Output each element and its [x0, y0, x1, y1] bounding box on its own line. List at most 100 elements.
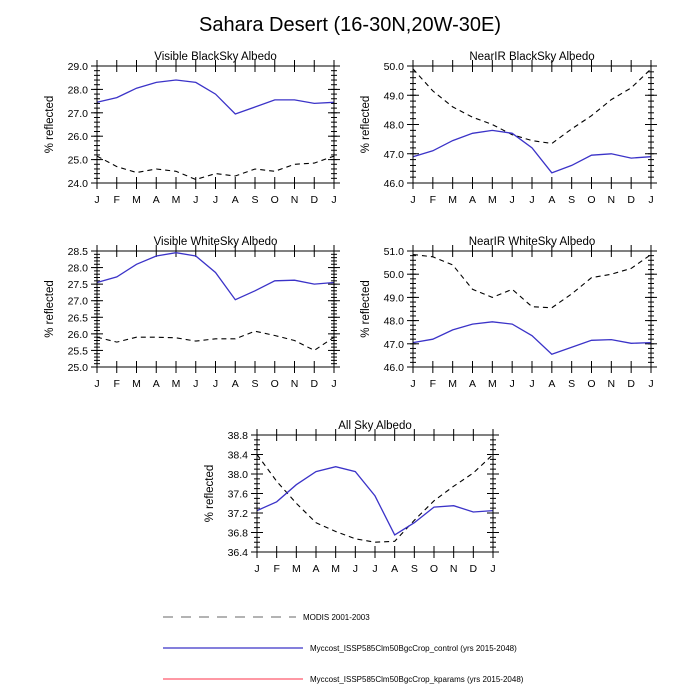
y-tick-label: 38.0 [228, 469, 249, 481]
y-tick-label: 26.5 [68, 312, 89, 324]
y-tick-label: 38.4 [228, 450, 249, 462]
x-tick-label: O [271, 194, 279, 206]
modis-series-line [412, 68, 652, 145]
x-tick-label: M [172, 194, 181, 206]
y-tick-label: 48.0 [384, 120, 405, 132]
y-tick-label: 36.8 [228, 528, 249, 540]
x-tick-label: D [627, 378, 635, 390]
x-tick-label: F [114, 194, 120, 206]
x-tick-label: F [430, 378, 436, 390]
plot-frame [256, 434, 494, 553]
plot-frame [412, 65, 652, 184]
y-tick-label: 46.0 [384, 178, 405, 190]
control-series-line [412, 129, 652, 174]
y-tick-label: 28.0 [68, 263, 89, 275]
y-tick-label: 25.5 [68, 345, 89, 357]
x-tick-label: J [353, 563, 358, 575]
x-tick-label: A [153, 194, 160, 206]
x-tick-label: A [391, 563, 398, 575]
y-axis-label: % reflected [360, 96, 372, 154]
x-tick-label: M [331, 563, 340, 575]
y-tick-label: 26.0 [68, 329, 89, 341]
x-tick-label: J [372, 563, 377, 575]
x-tick-label: F [430, 194, 436, 206]
y-tick-label: 26.0 [68, 131, 89, 143]
x-tick-label: M [448, 378, 457, 390]
chart-panel-1: Visible BlackSky Albedo % reflected 24.0 25… [44, 51, 340, 206]
chart-panel-4: NearIR WhiteSky Albedo % reflected 46.0 47.… [360, 236, 657, 390]
legend-label: Myccost_ISSP585Clm50BgcCrop_kparams (yrs… [310, 675, 524, 684]
x-tick-label: J [490, 563, 495, 575]
control-series-line [256, 466, 494, 536]
x-tick-label: J [510, 194, 515, 206]
x-tick-label: J [331, 194, 336, 206]
control-series-line [96, 79, 335, 115]
x-tick-label: F [273, 563, 279, 575]
x-tick-label: S [411, 563, 418, 575]
x-tick-label: M [132, 194, 141, 206]
modis-series-line [96, 330, 335, 352]
legend-label: Myccost_ISSP585Clm50BgcCrop_control (yrs… [310, 644, 517, 653]
x-tick-label: J [213, 378, 218, 390]
x-tick-label: J [410, 378, 415, 390]
modis-series-line [256, 454, 494, 543]
chart-panel-3: Visible WhiteSky Albedo % reflected 25.0 25… [44, 236, 340, 390]
x-tick-label: J [94, 194, 99, 206]
legend: MODIS 2001-2003 Myccost_ISSP585Clm50BgcCr… [163, 613, 524, 684]
chart-panel-2: NearIR BlackSky Albedo % reflected 46.0 47.… [360, 51, 657, 206]
panel-title: Visible BlackSky Albedo [154, 51, 277, 63]
x-tick-label: M [292, 563, 301, 575]
x-tick-label: S [251, 378, 258, 390]
y-tick-label: 50.0 [384, 61, 405, 73]
x-tick-label: O [430, 563, 438, 575]
x-tick-label: D [310, 378, 318, 390]
x-tick-label: M [488, 378, 497, 390]
panels: Visible BlackSky Albedo % reflected 24.0 25… [44, 51, 657, 575]
x-tick-label: M [488, 194, 497, 206]
x-tick-label: D [470, 563, 478, 575]
y-tick-label: 25.0 [68, 362, 89, 374]
panel-title: All Sky Albedo [338, 420, 412, 432]
x-tick-label: D [310, 194, 318, 206]
y-axis-label: % reflected [44, 280, 56, 338]
y-tick-label: 47.0 [384, 339, 405, 351]
legend-item: Myccost_ISSP585Clm50BgcCrop_kparams (yrs… [163, 675, 524, 684]
x-tick-label: J [410, 194, 415, 206]
x-tick-label: S [568, 194, 575, 206]
x-tick-label: N [608, 194, 616, 206]
x-tick-label: M [448, 194, 457, 206]
y-tick-label: 28.0 [68, 84, 89, 96]
y-axis-label: % reflected [204, 465, 216, 523]
x-tick-label: S [251, 194, 258, 206]
modis-series-line [96, 155, 335, 181]
plot-frame [96, 65, 335, 184]
x-tick-label: J [529, 194, 534, 206]
x-tick-label: O [587, 378, 595, 390]
legend-item: MODIS 2001-2003 [163, 613, 370, 622]
x-tick-label: J [648, 378, 653, 390]
y-axis-label: % reflected [44, 96, 56, 154]
x-tick-label: N [291, 194, 299, 206]
x-tick-label: J [254, 563, 259, 575]
y-tick-label: 27.5 [68, 279, 89, 291]
y-tick-label: 28.5 [68, 246, 89, 258]
x-tick-label: A [232, 194, 239, 206]
x-tick-label: S [568, 378, 575, 390]
y-tick-label: 46.0 [384, 362, 405, 374]
x-tick-label: J [529, 378, 534, 390]
y-tick-label: 25.0 [68, 155, 89, 167]
y-tick-label: 37.2 [228, 508, 249, 520]
y-tick-label: 27.0 [68, 296, 89, 308]
x-tick-label: J [193, 378, 198, 390]
plot-frame [412, 250, 652, 368]
x-tick-label: N [450, 563, 458, 575]
x-tick-label: A [312, 563, 319, 575]
panel-title: Visible WhiteSky Albedo [154, 236, 278, 248]
x-tick-label: J [331, 378, 336, 390]
y-tick-label: 50.0 [384, 269, 405, 281]
control-series-line [412, 321, 652, 355]
y-tick-label: 48.0 [384, 316, 405, 328]
y-tick-label: 49.0 [384, 292, 405, 304]
panel-title: NearIR WhiteSky Albedo [469, 236, 596, 248]
x-tick-label: A [548, 378, 555, 390]
